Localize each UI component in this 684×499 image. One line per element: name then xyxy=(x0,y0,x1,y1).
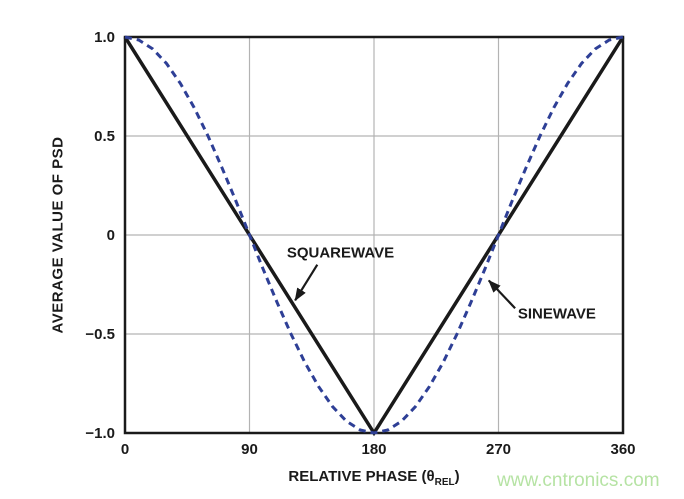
watermark: www.cntronics.com xyxy=(497,470,660,491)
y-axis-title: AVERAGE VALUE OF PSD xyxy=(49,136,67,334)
x-tick-label-360: 360 xyxy=(610,441,635,458)
x-tick-label-270: 270 xyxy=(486,441,511,458)
x-tick-label-0: 0 xyxy=(121,441,129,458)
x-tick-label-180: 180 xyxy=(361,441,386,458)
x-axis-title-subscript: REL xyxy=(434,477,455,488)
x-axis-title-text: RELATIVE PHASE (θ xyxy=(288,468,435,485)
x-tick-label-90: 90 xyxy=(241,441,258,458)
y-tick-label-0.5: 0.5 xyxy=(94,128,115,145)
x-axis-title: RELATIVE PHASE (θREL) xyxy=(288,468,459,488)
y-tick-label-−0.5: −0.5 xyxy=(85,326,115,343)
y-tick-label-0: 0 xyxy=(107,227,115,244)
annotation-arrow xyxy=(488,279,516,310)
x-axis-title-suffix: ) xyxy=(454,468,460,485)
annotation-squarewave-label: SQUAREWAVE xyxy=(286,244,395,262)
y-tick-label-−1.0: −1.0 xyxy=(85,425,115,442)
sinewave-line xyxy=(124,35,624,435)
annotation-arrow xyxy=(294,264,319,302)
y-tick-label-1.0: 1.0 xyxy=(94,29,115,46)
annotation-sinewave-label: SINEWAVE xyxy=(517,305,596,323)
